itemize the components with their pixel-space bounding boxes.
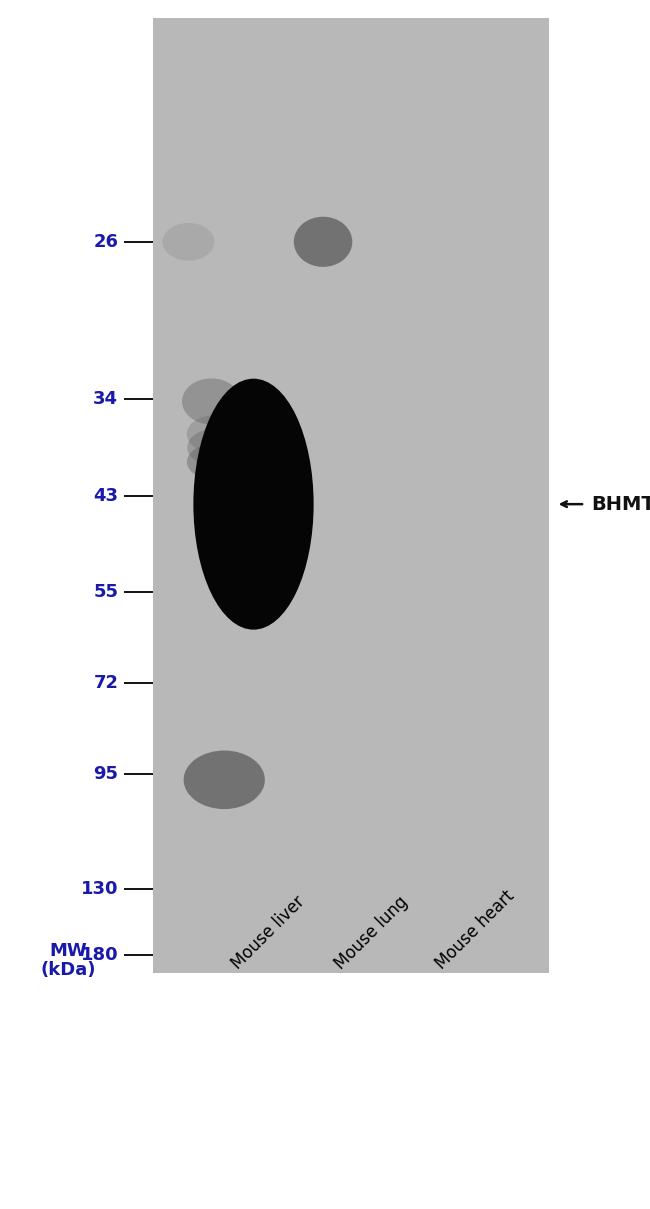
Text: Mouse heart: Mouse heart <box>432 887 519 973</box>
Bar <box>153 18 549 973</box>
Text: 72: 72 <box>94 675 118 692</box>
Ellipse shape <box>162 222 214 261</box>
Ellipse shape <box>183 751 265 809</box>
Text: 55: 55 <box>94 584 118 601</box>
Ellipse shape <box>182 378 240 424</box>
Text: MW
(kDa): MW (kDa) <box>40 942 96 979</box>
Text: Mouse lung: Mouse lung <box>332 893 412 973</box>
Ellipse shape <box>194 378 313 630</box>
Text: Mouse liver: Mouse liver <box>227 893 308 973</box>
Ellipse shape <box>294 216 352 267</box>
Text: 34: 34 <box>94 391 118 407</box>
Text: 180: 180 <box>81 947 118 964</box>
Text: 95: 95 <box>94 765 118 782</box>
Ellipse shape <box>187 428 246 467</box>
Ellipse shape <box>187 442 248 481</box>
Text: 26: 26 <box>94 233 118 250</box>
Text: 43: 43 <box>94 487 118 504</box>
Ellipse shape <box>187 415 242 453</box>
Text: 130: 130 <box>81 880 118 897</box>
Text: BHMT: BHMT <box>592 494 650 514</box>
